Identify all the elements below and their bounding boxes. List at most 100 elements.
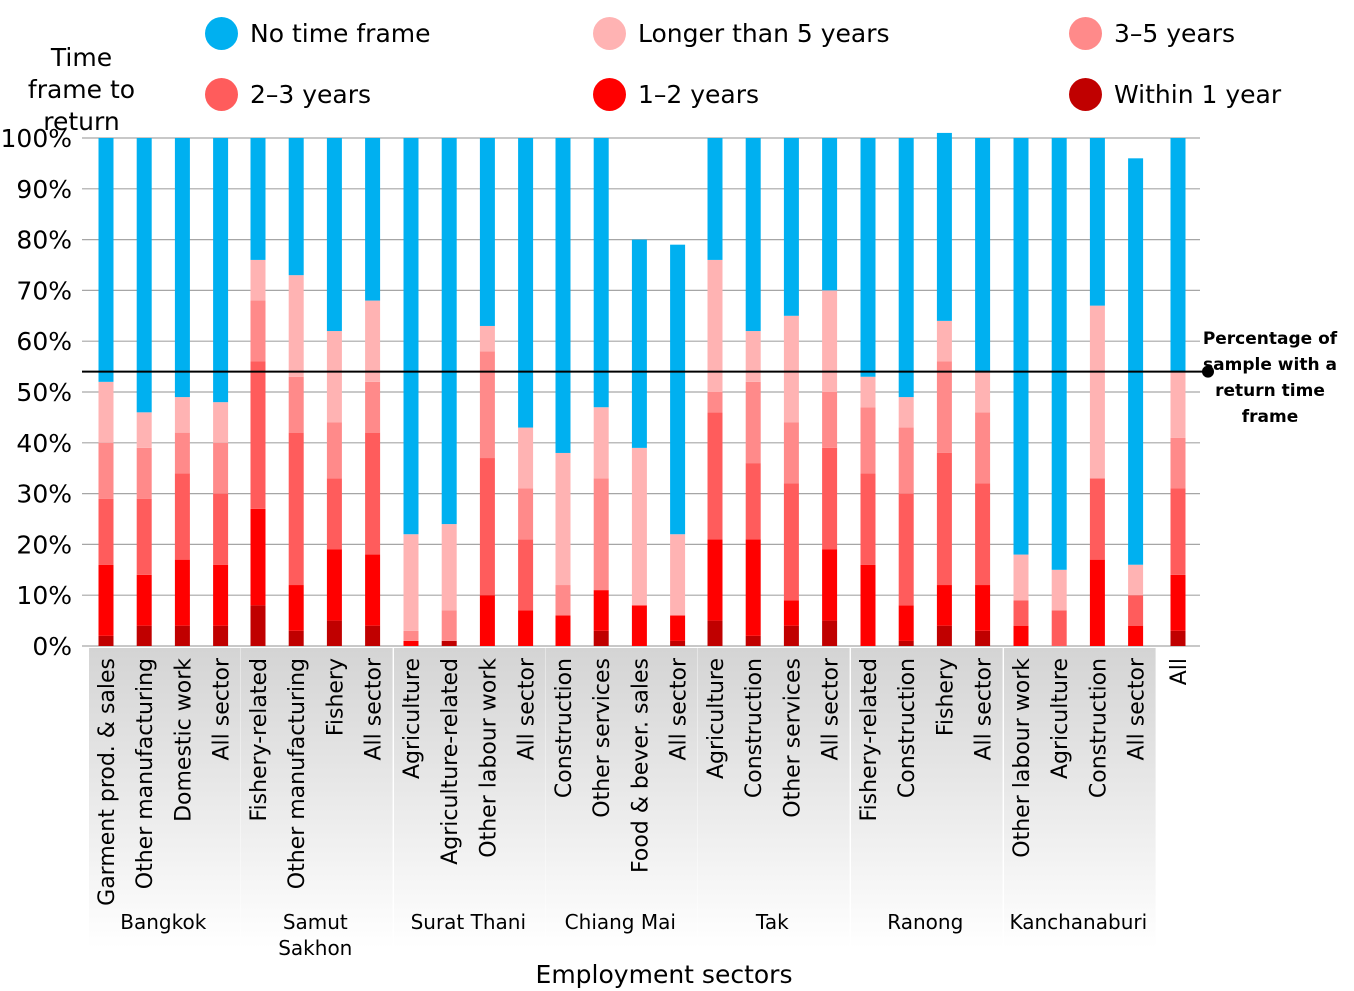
y-tick-label: 30%	[16, 480, 72, 509]
bar-segment	[136, 138, 152, 413]
bar-segment	[975, 585, 991, 631]
bar-segment	[670, 640, 686, 646]
bar-segment	[1128, 625, 1144, 646]
bar-segment	[441, 610, 457, 641]
legend-label: Longer than 5 years	[638, 18, 890, 48]
bar-segment	[288, 630, 304, 646]
bar-segment	[365, 432, 381, 555]
bar-segment	[1128, 564, 1144, 596]
bar-segment	[136, 447, 152, 499]
bar-segment	[136, 625, 152, 646]
reference-line-label: Percentage of sample with a return time …	[1202, 329, 1338, 427]
bar-segment	[936, 132, 952, 321]
bar-segment	[745, 381, 761, 464]
bar-segment	[1013, 600, 1029, 626]
bar-segment	[631, 447, 647, 606]
bar-segment	[1170, 138, 1186, 372]
bar-segment	[213, 138, 229, 403]
group-label: Tak	[755, 910, 789, 934]
category-label: Other services	[590, 658, 615, 818]
bar-segment	[326, 620, 342, 646]
bar-segment	[898, 138, 914, 398]
bar-segment	[783, 483, 799, 601]
bar-segment	[1089, 138, 1105, 306]
bar-segment	[326, 549, 342, 621]
bar-segment	[898, 640, 914, 646]
bar-segment	[860, 376, 876, 408]
legend-label: No time frame	[250, 18, 431, 48]
bar-segment	[365, 381, 381, 433]
bar-segment	[326, 138, 342, 332]
x-axis-title: Employment sectors	[535, 960, 793, 989]
bar-segment	[98, 442, 114, 499]
bar-segment	[936, 585, 952, 626]
bar-segment	[1170, 437, 1186, 489]
bar-segment	[822, 392, 838, 448]
bar-segment	[326, 422, 342, 479]
bar-segment	[707, 392, 723, 413]
bar-segment	[1128, 158, 1144, 565]
legend-item: 1–2 years	[593, 74, 759, 114]
bar-segment	[975, 630, 991, 646]
bar-segment	[174, 138, 190, 398]
category-label: Agriculture-related	[438, 658, 463, 865]
group-band-0	[89, 648, 241, 948]
bar-segment	[975, 371, 991, 413]
bar-segment	[707, 620, 723, 646]
bar-segment	[1051, 138, 1067, 570]
bar-segment	[213, 442, 229, 494]
category-label: Other manufacturing	[133, 658, 158, 889]
bar-segment	[860, 473, 876, 565]
bar-segment	[745, 635, 761, 646]
bar-segment	[403, 534, 419, 631]
category-label: All sector	[1125, 657, 1150, 760]
bar-segment	[174, 559, 190, 626]
bar-segment	[822, 620, 838, 646]
category-label: All sector	[972, 657, 997, 760]
category-label: Other services	[780, 658, 805, 818]
y-axis-title: Time frame to return	[27, 43, 136, 136]
bar-segment	[822, 549, 838, 621]
bar-segment	[1013, 138, 1029, 555]
bar-segment	[403, 138, 419, 535]
bar-segment	[213, 402, 229, 443]
legend-label: 3–5 years	[1114, 18, 1236, 48]
group-label: Chiang Mai	[565, 910, 676, 934]
category-label: All sector	[210, 657, 235, 760]
legend-swatch	[593, 16, 626, 50]
bar-segment	[783, 315, 799, 423]
bar-segment	[631, 239, 647, 448]
bar-segment	[98, 564, 114, 636]
y-tick-label: 60%	[16, 327, 72, 356]
y-tick-label: 20%	[16, 530, 72, 559]
category-label: All sector	[819, 657, 844, 760]
legend-swatch	[205, 16, 238, 50]
bar-segment	[174, 473, 190, 560]
bar-segment	[1170, 630, 1186, 646]
category-label: Fishery-related	[857, 658, 882, 822]
bar-segment	[365, 300, 381, 382]
bar-segment	[555, 615, 571, 646]
bar-segment	[250, 138, 266, 260]
bar-segment	[670, 615, 686, 641]
bar-segment	[822, 447, 838, 550]
bar-segment	[250, 300, 266, 362]
bar-segment	[593, 590, 609, 631]
bar-segment	[403, 630, 419, 641]
bar-segment	[365, 138, 381, 301]
category-label: Food & bever. sales	[628, 658, 653, 873]
category-label: Fishery	[323, 658, 348, 736]
bar-segment	[250, 361, 266, 509]
bar-segment	[860, 564, 876, 646]
reference-line-marker	[1202, 365, 1214, 378]
bar-segment	[98, 635, 114, 646]
group-label: Kanchanaburi	[1009, 910, 1147, 934]
bar-segment	[783, 625, 799, 646]
group-band-4	[698, 648, 850, 948]
y-tick-label: 50%	[16, 378, 72, 407]
y-tick-label: 40%	[16, 429, 72, 458]
bar-segment	[213, 625, 229, 646]
legend-label: 2–3 years	[250, 79, 372, 109]
bar-segment	[518, 427, 534, 489]
legend-swatch	[205, 77, 238, 111]
